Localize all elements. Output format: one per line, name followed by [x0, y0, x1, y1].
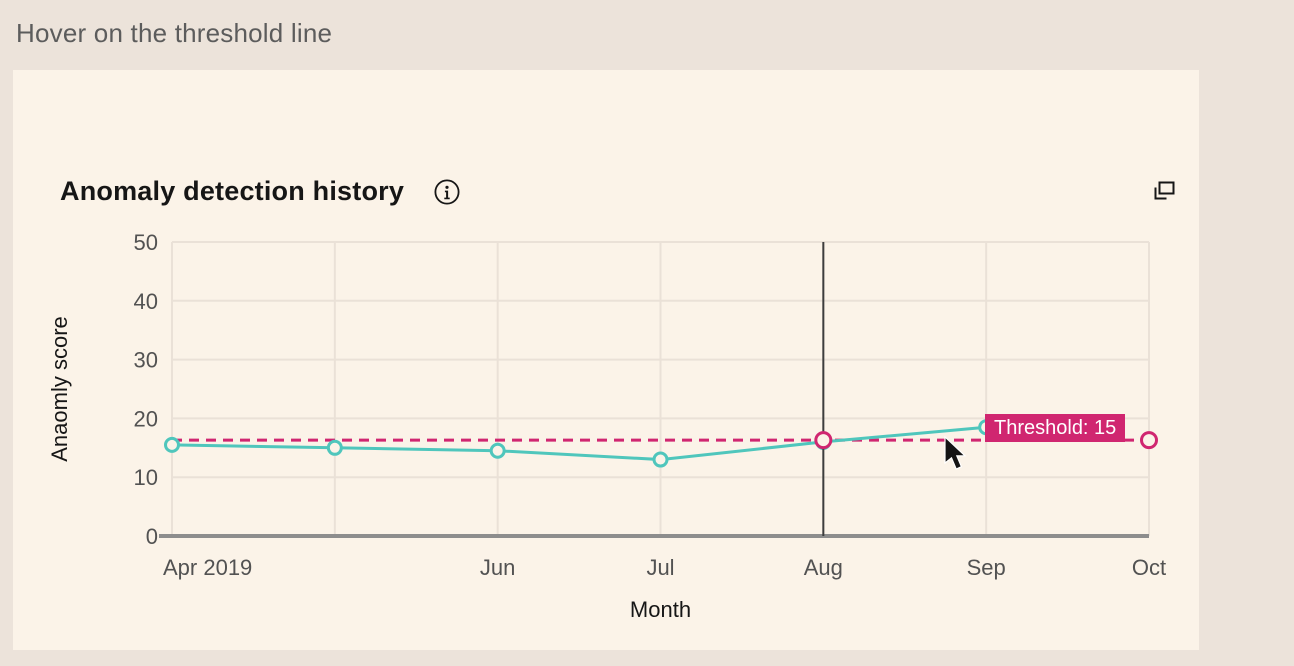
- x-tick-label: Sep: [967, 555, 1006, 580]
- x-tick-label: Jun: [480, 555, 515, 580]
- data-point[interactable]: [489, 442, 506, 459]
- data-point[interactable]: [652, 451, 669, 468]
- x-tick-label: Aug: [804, 555, 843, 580]
- chart-card: Anomaly detection history 0 10 20 30 40 50 Apr…: [13, 70, 1199, 650]
- data-point[interactable]: [164, 436, 180, 453]
- x-tick-label: Jul: [646, 555, 674, 580]
- y-tick-label: 0: [146, 524, 158, 549]
- y-tick-label: 40: [134, 289, 158, 314]
- chart-area: 0 10 20 30 40 50 Apr 2019 Jun Jul Aug Sep Oct Month A…: [13, 70, 1199, 650]
- threshold-hover-ring: [1140, 431, 1158, 450]
- y-tick-label: 30: [134, 348, 158, 373]
- x-axis-title: Month: [630, 597, 691, 622]
- y-axis-title: Anaomly score: [47, 316, 72, 462]
- threshold-tooltip: Threshold: 15: [985, 414, 1126, 442]
- information-icon[interactable]: [433, 178, 461, 206]
- mouse-cursor-icon: [944, 436, 967, 470]
- y-tick-label: 20: [134, 406, 158, 431]
- x-tick-label: Apr 2019: [163, 555, 252, 580]
- data-point[interactable]: [326, 439, 343, 456]
- page-instruction: Hover on the threshold line: [16, 18, 333, 48]
- chart-title: Anomaly detection history: [60, 176, 405, 206]
- series-line[interactable]: [171, 425, 987, 462]
- y-tick-label: 50: [134, 230, 158, 255]
- y-tick-label: 10: [134, 465, 158, 490]
- launch-icon[interactable]: [1150, 178, 1177, 205]
- threshold-hover-ring: [814, 431, 833, 450]
- x-tick-label: Oct: [1132, 555, 1166, 580]
